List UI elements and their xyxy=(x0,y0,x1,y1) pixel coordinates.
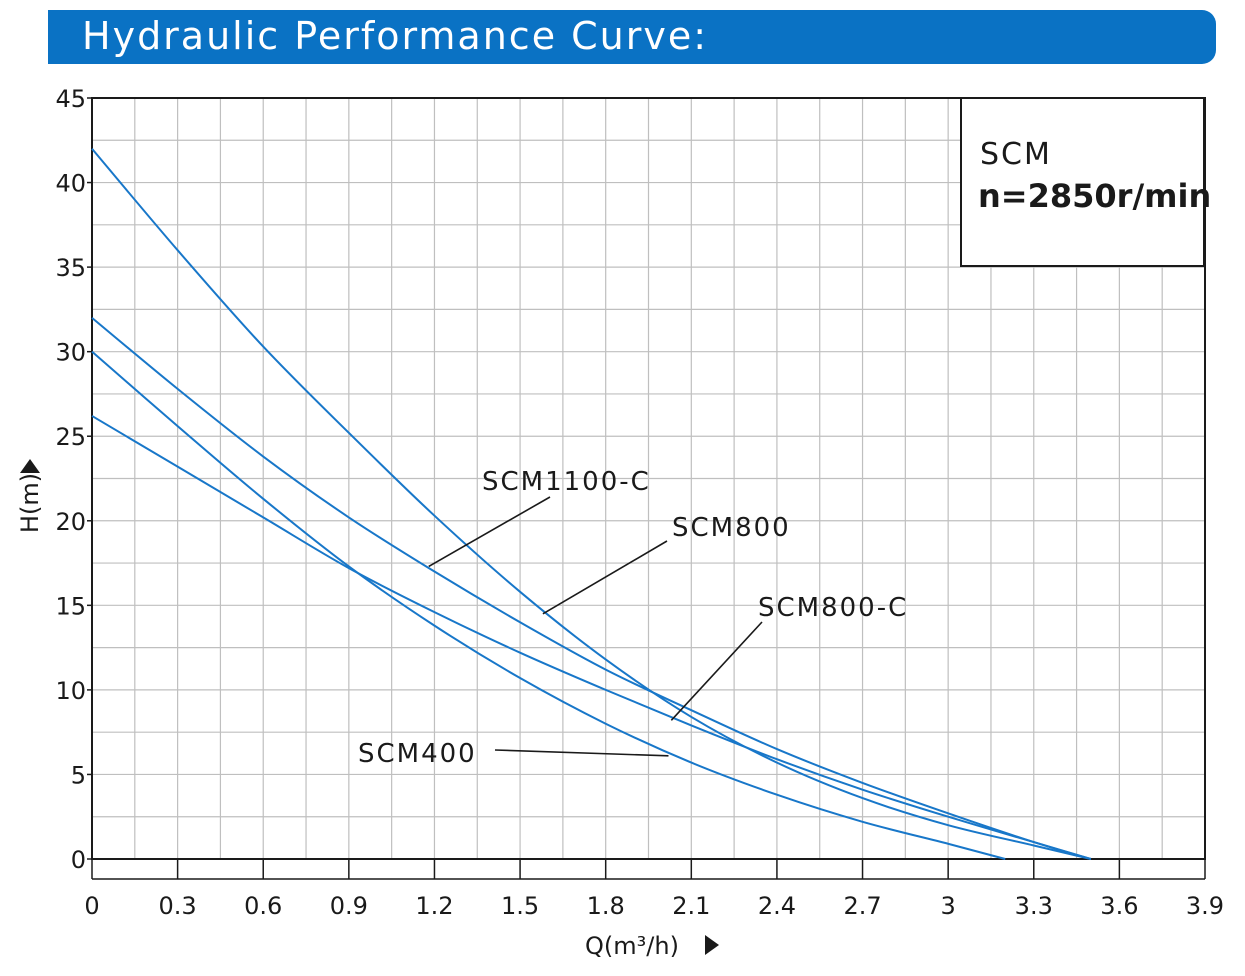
label-scm800: SCM800 xyxy=(672,513,791,543)
y-axis-arrow-icon xyxy=(20,459,40,473)
curve-scm400 xyxy=(91,350,1006,860)
leader-line-scm1100-c xyxy=(428,496,551,568)
x-tick-label: 1.2 xyxy=(415,892,453,920)
y-tick-label: 0 xyxy=(71,846,86,874)
curve-scm1100-c xyxy=(91,148,1092,860)
x-tick-label: 3.6 xyxy=(1100,892,1138,920)
leader-line-scm400 xyxy=(494,749,669,757)
x-tick-label: 0.9 xyxy=(330,892,368,920)
x-tick-label: 0.3 xyxy=(159,892,197,920)
y-tick-label: 20 xyxy=(55,508,86,536)
x-tick-label: 2.7 xyxy=(843,892,881,920)
x-tick-label: 3.3 xyxy=(1015,892,1053,920)
x-tick-label: 2.1 xyxy=(672,892,710,920)
x-tick-label: 1.5 xyxy=(501,892,539,920)
x-tick-label: 2.4 xyxy=(758,892,796,920)
label-scm400: SCM400 xyxy=(358,739,477,769)
leader-line-scm800 xyxy=(542,540,668,615)
page-title: Hydraulic Performance Curve: xyxy=(82,14,709,58)
x-axis-title: Q(m³/h) xyxy=(585,932,679,960)
model-label: SCM xyxy=(980,137,1052,172)
y-tick-label: 25 xyxy=(55,423,86,451)
y-tick-label: 45 xyxy=(55,85,86,113)
leader-line-scm800-c xyxy=(670,621,763,721)
x-tick-label: 0.6 xyxy=(244,892,282,920)
x-tick-label: 3.9 xyxy=(1186,892,1224,920)
label-scm1100-c: SCM1100-C xyxy=(482,467,651,497)
x-tick-label: 1.8 xyxy=(587,892,625,920)
info-box: SCM n=2850r/min xyxy=(960,97,1211,267)
y-tick-label: 35 xyxy=(55,254,86,282)
y-tick-label: 10 xyxy=(55,677,86,705)
curve-scm800 xyxy=(91,317,1092,860)
y-tick-label: 15 xyxy=(55,592,86,620)
y-tick-label: 5 xyxy=(71,761,86,789)
plot-frame xyxy=(91,97,1206,860)
y-axis-title: H(m) xyxy=(16,473,44,533)
curve-scm800-c xyxy=(91,415,1092,860)
x-axis-arrow-icon xyxy=(705,935,719,955)
speed-label: n=2850r/min xyxy=(978,177,1212,215)
label-scm800-c: SCM800-C xyxy=(758,593,908,623)
x-tick-label: 0 xyxy=(84,892,99,920)
title-banner: Hydraulic Performance Curve: xyxy=(48,10,1216,64)
x-tick-label: 3 xyxy=(941,892,956,920)
y-tick-label: 40 xyxy=(55,170,86,198)
y-tick-label: 30 xyxy=(55,339,86,367)
